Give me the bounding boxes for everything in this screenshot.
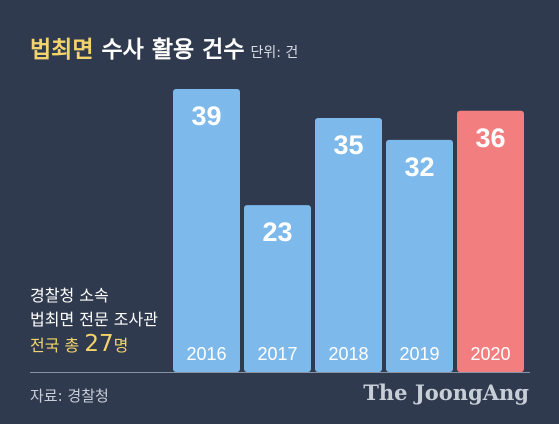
- note-line-2: 법최면 전문 조사관: [30, 310, 158, 329]
- note-total-number: 27: [84, 331, 114, 357]
- category-label-2019: 2019: [399, 344, 439, 364]
- note-line-1: 경찰청 소속: [30, 286, 109, 305]
- data-label-2018: 35: [333, 130, 363, 160]
- category-label-2018: 2018: [328, 344, 368, 364]
- annotation-note: 경찰청 소속 법최면 전문 조사관 전국 총 27명: [30, 284, 158, 358]
- title-highlight: 법최면: [30, 37, 94, 63]
- source-label: 자료: 경찰청: [30, 387, 109, 405]
- bar-2017: [244, 205, 311, 372]
- note-total-prefix: 전국 총: [30, 336, 80, 355]
- data-label-2019: 32: [404, 152, 434, 182]
- title-main: 수사 활용 건수: [101, 37, 245, 63]
- bar-2018: [315, 118, 382, 372]
- category-label-2016: 2016: [186, 344, 226, 364]
- data-label-2017: 23: [262, 217, 292, 247]
- note-total: 전국 총 27명: [30, 332, 158, 358]
- brand-logo-text: The JoongAng: [363, 380, 529, 405]
- note-total-suffix: 명: [113, 336, 129, 355]
- chart-title: 법최면 수사 활용 건수 단위: 건: [30, 30, 298, 64]
- footer-divider: [30, 372, 530, 373]
- bar-2016: [173, 89, 240, 372]
- unit-label: 단위: 건: [250, 45, 299, 61]
- data-label-2020: 36: [475, 123, 505, 153]
- bar-2019: [386, 139, 453, 372]
- category-label-2020: 2020: [470, 344, 510, 364]
- data-label-2016: 39: [191, 101, 221, 131]
- bar-2020: [457, 110, 524, 372]
- category-label-2017: 2017: [257, 344, 297, 364]
